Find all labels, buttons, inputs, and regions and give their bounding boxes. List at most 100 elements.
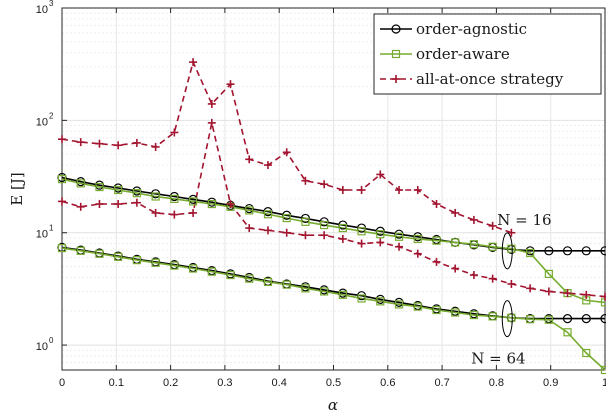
data-point [376, 230, 385, 239]
data-point [320, 180, 329, 189]
legend-swatch-marker [392, 75, 400, 83]
x-tick-label: 0.3 [217, 377, 232, 389]
x-tick-label: 0.4 [272, 377, 287, 389]
data-point [469, 271, 478, 280]
data-point [488, 312, 497, 321]
data-point [170, 261, 179, 270]
data-point [170, 194, 179, 203]
data-point [114, 141, 123, 150]
data-point [507, 313, 516, 322]
data-point [282, 280, 291, 289]
data-point [282, 228, 291, 237]
data-point [469, 240, 479, 249]
data-point [432, 305, 441, 315]
data-point [151, 258, 160, 267]
x-tick-label: 0.7 [434, 377, 449, 389]
data-point [58, 197, 66, 206]
data-point [395, 185, 404, 194]
data-point [282, 148, 291, 157]
data-point [95, 249, 104, 258]
data-point [58, 135, 66, 144]
data-point [432, 236, 441, 245]
legend-label: all-at-once strategy [416, 70, 564, 88]
data-point [188, 197, 198, 206]
data-point [563, 289, 572, 298]
data-point [170, 128, 179, 137]
x-tick-label: 0.5 [326, 377, 341, 389]
data-point [526, 248, 535, 258]
data-point [488, 221, 497, 230]
data-point [601, 292, 606, 301]
data-point [600, 365, 606, 375]
data-point [451, 238, 460, 247]
data-point [95, 182, 104, 192]
data-point [57, 243, 67, 253]
data-point [132, 198, 141, 207]
data-point [301, 176, 310, 185]
data-point [245, 206, 254, 215]
data-point [263, 277, 273, 286]
data-point [469, 310, 479, 320]
x-axis-label: α [328, 396, 338, 414]
y-tick-label: 10 [36, 116, 48, 128]
data-point [432, 200, 441, 209]
data-point [151, 192, 160, 201]
x-tick-label: 0.9 [543, 377, 558, 389]
data-point [189, 58, 198, 67]
data-point [357, 185, 366, 194]
data-point [562, 314, 573, 324]
data-point [600, 246, 606, 256]
data-point [451, 308, 460, 317]
data-point [562, 246, 573, 256]
data-point [207, 118, 216, 127]
data-point [245, 155, 254, 164]
data-point [357, 239, 366, 248]
axis-ticks: 0 0.1 0.2 0.3 0.4 0.5 0.6 0.7 0.8 0.9 110010110210… [36, 0, 606, 389]
data-point [544, 269, 553, 278]
data-point [338, 223, 347, 233]
y-axis-label: E [J] [8, 172, 26, 205]
data-point [76, 179, 85, 188]
data-point [376, 297, 385, 306]
group-ellipse [501, 232, 513, 270]
data-point [226, 80, 235, 89]
data-point [282, 213, 291, 223]
data-point [207, 267, 216, 276]
data-point [320, 287, 329, 296]
data-point [413, 234, 422, 244]
data-point [132, 189, 141, 198]
data-point [338, 290, 347, 299]
data-point [488, 274, 497, 283]
data-point [507, 244, 516, 253]
data-point [338, 185, 347, 194]
legend: order-agnostic order-aware all-at-once str… [373, 13, 602, 95]
annotations: N = 16 N = 64 [471, 211, 551, 368]
x-tick-label: 0.2 [163, 377, 178, 389]
data-point [301, 217, 310, 226]
x-tick-label: 0.1 [109, 377, 124, 389]
data-point [207, 99, 216, 108]
legend-label: order-aware [416, 45, 510, 63]
data-point [226, 270, 235, 280]
data-point [432, 257, 441, 266]
data-point [507, 279, 516, 288]
data-point [151, 142, 160, 151]
data-point [76, 138, 85, 147]
data-point [451, 208, 460, 217]
data-point [263, 226, 272, 235]
data-point [301, 231, 310, 240]
data-point [189, 208, 198, 217]
data-point [413, 249, 422, 258]
y-tick-exponent: 2 [49, 111, 54, 120]
data-point [582, 348, 591, 358]
data-point [320, 220, 329, 230]
data-point [507, 228, 516, 237]
data-point [263, 161, 272, 170]
x-tick-label: 0.8 [489, 377, 504, 389]
data-point [544, 315, 553, 324]
data-point [95, 200, 104, 209]
data-point [600, 314, 606, 324]
data-point [526, 284, 535, 293]
data-point [544, 246, 554, 256]
legend-swatch-marker [391, 49, 401, 59]
